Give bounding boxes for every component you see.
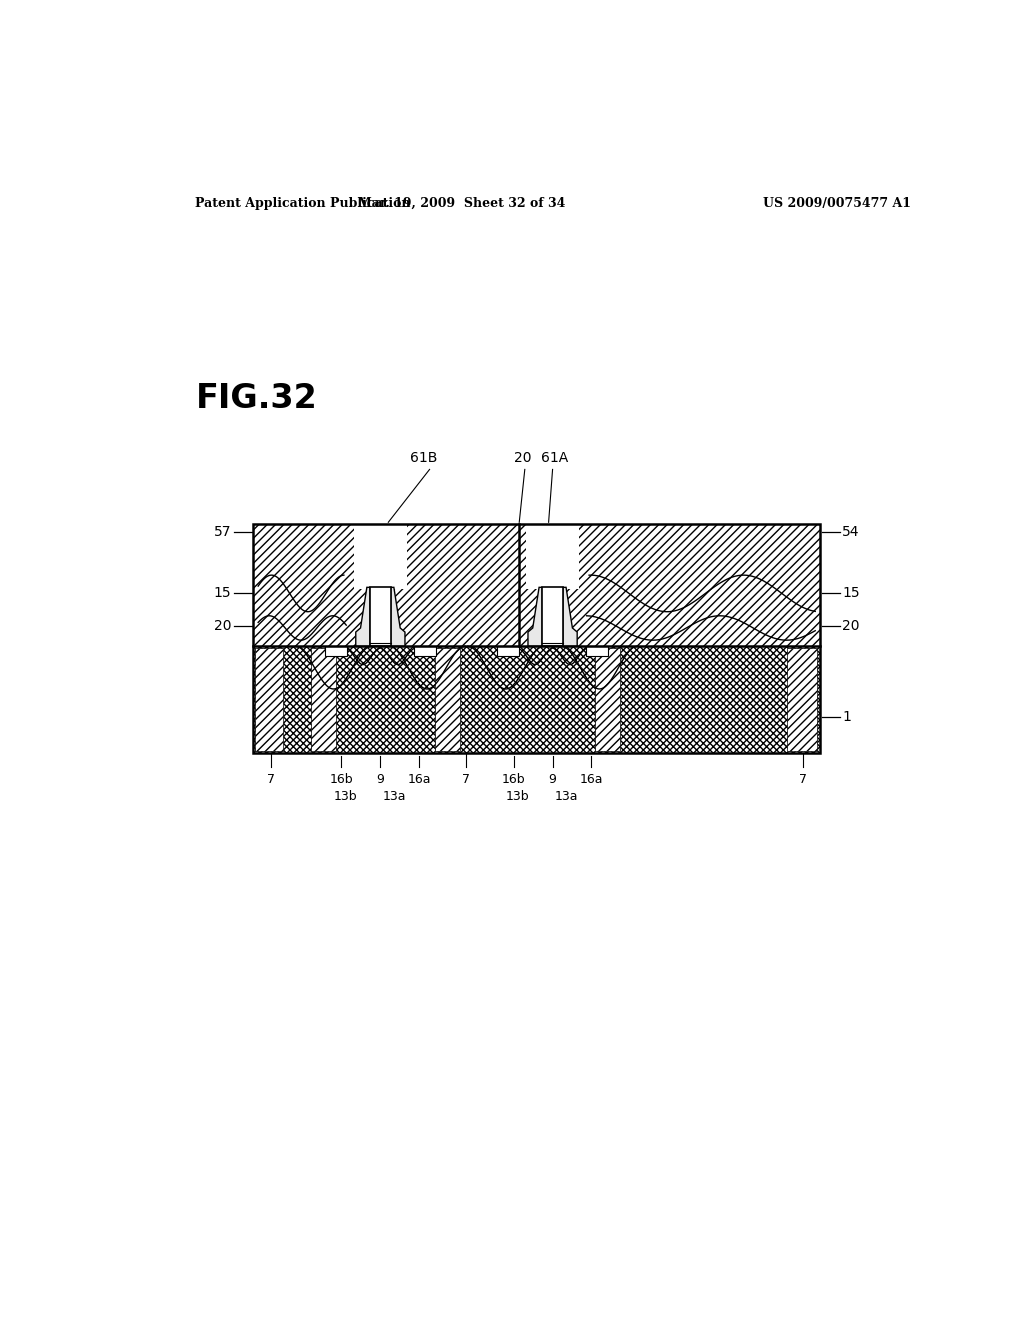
Bar [253, 647, 820, 752]
Text: FIG.32: FIG.32 [196, 381, 317, 414]
Text: 61A: 61A [542, 451, 568, 466]
Bar [354, 523, 407, 589]
Text: 7: 7 [799, 774, 807, 787]
Text: 13b: 13b [334, 789, 357, 803]
Bar [414, 647, 436, 656]
Text: 13a: 13a [555, 789, 579, 803]
Text: 16b: 16b [502, 774, 525, 787]
Text: 7: 7 [463, 774, 470, 787]
Text: 20: 20 [214, 619, 231, 634]
Text: 7: 7 [267, 774, 274, 787]
Text: 57: 57 [214, 525, 231, 540]
Text: 9: 9 [377, 774, 384, 787]
Text: 13a: 13a [383, 789, 407, 803]
Polygon shape [528, 587, 543, 647]
Bar [255, 648, 283, 751]
Text: 13b: 13b [506, 789, 529, 803]
Bar [519, 524, 820, 647]
Bar [253, 524, 519, 647]
Bar [595, 648, 621, 751]
Text: 16a: 16a [580, 774, 603, 787]
Text: 16a: 16a [408, 774, 431, 787]
Bar [586, 647, 608, 656]
Bar [435, 648, 460, 751]
Polygon shape [563, 587, 578, 647]
Text: 15: 15 [842, 586, 860, 601]
Bar [310, 648, 336, 751]
Text: 16b: 16b [330, 774, 353, 787]
Text: 15: 15 [214, 586, 231, 601]
Text: Mar. 19, 2009  Sheet 32 of 34: Mar. 19, 2009 Sheet 32 of 34 [357, 197, 565, 210]
Text: 54: 54 [842, 525, 860, 540]
Bar [325, 647, 347, 656]
Bar [497, 647, 519, 656]
Polygon shape [391, 587, 404, 647]
Text: 20: 20 [514, 451, 531, 466]
Text: US 2009/0075477 A1: US 2009/0075477 A1 [763, 197, 911, 210]
Bar [253, 524, 820, 752]
Bar [786, 648, 817, 751]
Bar [543, 587, 563, 647]
Text: 20: 20 [842, 619, 860, 634]
Text: 9: 9 [549, 774, 556, 787]
Polygon shape [355, 587, 370, 647]
Bar [370, 587, 391, 647]
Text: 61B: 61B [411, 451, 437, 466]
Text: Patent Application Publication: Patent Application Publication [196, 197, 411, 210]
Bar [526, 523, 579, 589]
Text: 1: 1 [842, 710, 851, 725]
